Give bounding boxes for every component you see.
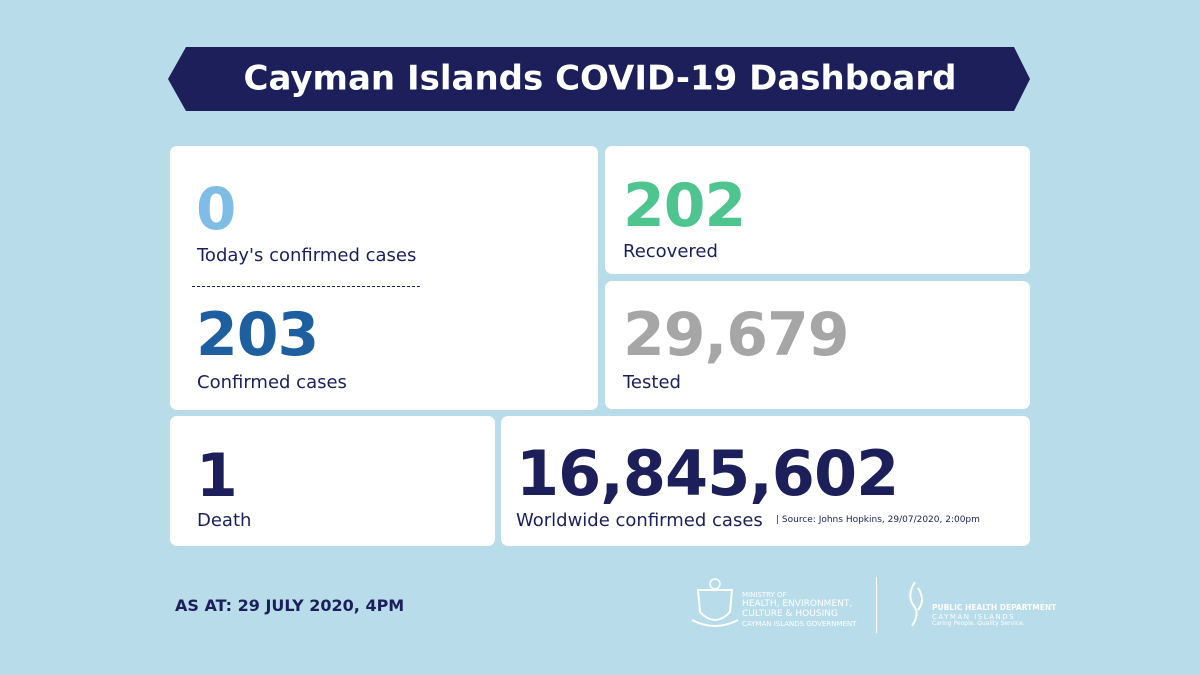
worldwide-label: Worldwide confirmed cases	[516, 510, 763, 531]
ministry-line: CAYMAN ISLANDS GOVERNMENT	[742, 619, 857, 628]
ministry-crest	[691, 578, 739, 627]
phd-icon	[909, 581, 923, 627]
tested-label: Tested	[623, 372, 681, 393]
title: Cayman Islands COVID-19 Dashboard	[244, 59, 957, 99]
banner: Cayman Islands COVID-19 Dashboard	[168, 47, 1030, 111]
tested-value: 29,679	[623, 300, 850, 370]
death-value: 1	[196, 441, 238, 511]
ministry-line: MINISTRY OF	[742, 591, 787, 599]
card-death	[170, 416, 495, 546]
ministry-line: HEALTH, ENVIRONMENT,	[742, 599, 853, 610]
recovered-value: 202	[623, 171, 746, 241]
card-worldwide	[501, 416, 1030, 546]
phd-text: PUBLIC HEALTH DEPARTMENT CAYMAN ISLANDS …	[932, 603, 1057, 628]
confirmed-label: Confirmed cases	[197, 372, 347, 393]
ministry-line: CULTURE & HOUSING	[742, 609, 838, 620]
recovered-label: Recovered	[623, 241, 718, 262]
banner-shape	[168, 47, 1030, 111]
divider	[192, 286, 420, 287]
today-label: Today's confirmed cases	[197, 245, 417, 266]
card-confirmed	[170, 146, 598, 410]
phd-line: Caring People. Quality Service.	[932, 619, 1025, 627]
death-label: Death	[197, 510, 252, 531]
today-value: 0	[196, 175, 236, 243]
source-note: | Source: Johns Hopkins, 29/07/2020, 2:0…	[776, 515, 980, 525]
phd-line: PUBLIC HEALTH DEPARTMENT	[932, 603, 1057, 612]
worldwide-value: 16,845,602	[516, 437, 899, 510]
ministry-text: MINISTRY OF HEALTH, ENVIRONMENT, CULTURE…	[742, 591, 856, 628]
phd-line: CAYMAN ISLANDS	[932, 612, 1016, 621]
as-at: AS AT: 29 JULY 2020, 4PM	[175, 596, 405, 615]
confirmed-value: 203	[196, 300, 319, 370]
logo-divider	[876, 577, 877, 633]
card-recovered	[605, 146, 1030, 274]
card-tested	[605, 281, 1030, 409]
